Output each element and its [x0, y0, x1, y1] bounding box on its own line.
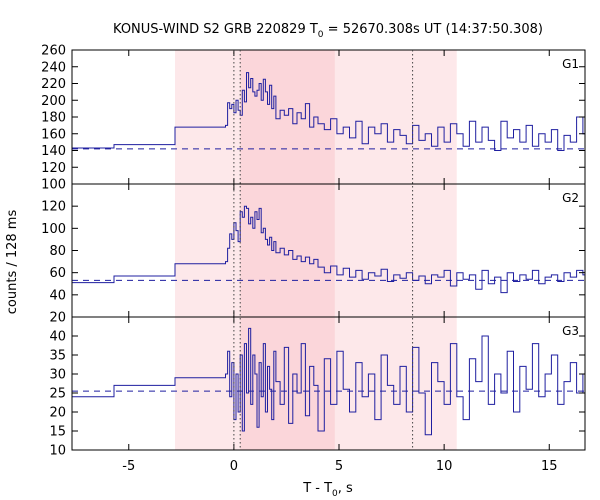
y-tick-label: 120 [41, 200, 66, 215]
y-tick-label: 240 [41, 60, 66, 75]
y-tick-label: 35 [49, 349, 66, 364]
x-tick-label: 5 [335, 459, 343, 474]
y-tick-label: 20 [49, 406, 66, 421]
shading-layer [175, 50, 457, 450]
y-tick-label: 100 [41, 222, 66, 237]
y-tick-label: 40 [49, 288, 66, 303]
panel-label-g2: G2 [562, 191, 579, 205]
y-tick-label: 120 [41, 161, 66, 176]
y-tick-label: 140 [41, 144, 66, 159]
y-tick-label: 20 [49, 311, 66, 326]
lightcurve-g2 [72, 205, 585, 294]
y-tick-label: 80 [49, 244, 66, 259]
y-tick-label: 220 [41, 77, 66, 92]
x-axis-label: T - T0, s [302, 481, 353, 499]
x-label-subscript: 0 [332, 489, 338, 499]
y-tick-label: 100 [41, 178, 66, 193]
panel-label-g3: G3 [562, 324, 579, 338]
data-layer [72, 72, 585, 436]
y-tick-label: 200 [41, 94, 66, 109]
y-tick-label: 25 [49, 387, 66, 402]
y-tick-label: 15 [49, 425, 66, 440]
x-tick-label: 10 [436, 459, 453, 474]
x-tick-label: 15 [541, 459, 558, 474]
y-tick-label: 10 [49, 444, 66, 459]
x-tick-label: 0 [230, 459, 238, 474]
y-tick-label: 60 [49, 266, 66, 281]
y-tick-label: 40 [49, 330, 66, 345]
y-tick-label: 160 [41, 127, 66, 142]
x-tick-label: -5 [122, 459, 135, 474]
y-tick-label: 180 [41, 111, 66, 126]
y-tick-label: 30 [49, 368, 66, 383]
lightcurve-g1 [72, 72, 585, 151]
lightcurve-g3 [72, 327, 585, 436]
shaded-region-1 [240, 50, 335, 450]
title-subscript: 0 [318, 30, 324, 40]
chart-title: KONUS-WIND S2 GRB 220829 T0 = 52670.308s… [113, 22, 543, 40]
axes-layer: 100120140160180200220240260G120406080100… [41, 44, 586, 474]
y-tick-label: 260 [41, 44, 66, 59]
panel-frame-g3 [71, 316, 586, 451]
y-axis-label: counts / 128 ms [5, 210, 20, 315]
panel-label-g1: G1 [562, 57, 579, 71]
